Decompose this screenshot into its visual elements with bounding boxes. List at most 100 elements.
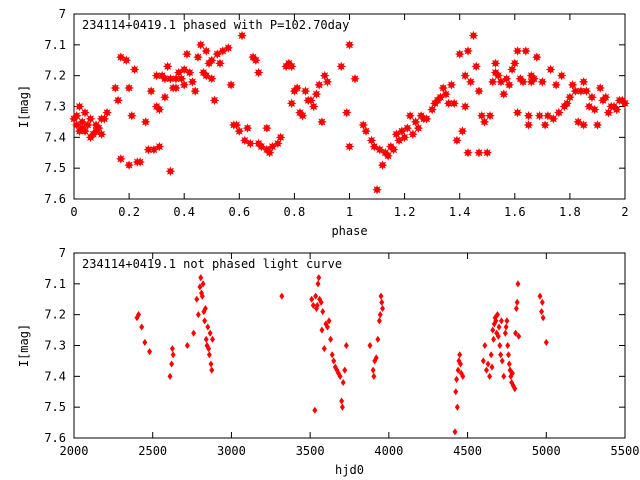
x-tick-label: 0.4 [173,205,195,219]
data-point [375,335,381,343]
data-point [140,117,151,127]
data-point [165,166,176,177]
data-point [331,357,337,365]
data-point [491,335,497,343]
data-point [341,107,352,118]
x-tick-label: 1.8 [559,205,581,219]
data-point [187,77,198,87]
data-point [195,40,206,50]
data-point [110,83,121,93]
data-point [513,304,519,313]
data-point [514,298,520,306]
data-point [372,184,382,195]
data-point [421,114,432,124]
data-point [539,308,545,316]
data-point [427,104,437,115]
phased-light-curve-panel: 0 0.2 0.4 0.6 0.8 1 1.2 1.4 1.6 1.8 2 7 7.1 7.2 7.3 7.4… [17,7,630,238]
y-tick-label: 7.3 [44,100,66,114]
data-point [179,80,189,90]
data-point [518,77,528,87]
data-point [286,98,297,109]
data-point [275,132,286,143]
data-point [489,363,495,371]
data-point [506,360,512,368]
data-point [578,77,589,87]
y-tick-label: 7.2 [44,308,66,322]
data-point [80,126,90,136]
unphased-light-curve-panel: 2000 2500 3000 3500 4000 4500 5000 5500 7 7.1 7.2 7… [17,246,639,477]
data-point [371,372,377,380]
data-point [264,147,275,158]
x-tick-label: 0.8 [284,205,306,219]
data-point [339,403,345,411]
data-point [322,77,333,87]
data-point [167,372,173,380]
x-axis-title: phase [331,224,367,238]
data-point [135,157,145,167]
data-point [453,388,459,396]
data-point [226,80,236,90]
data-point [485,110,495,121]
data-point [350,73,360,84]
data-point [194,295,200,303]
data-point [408,129,418,140]
data-point [96,129,107,140]
data-point [253,67,264,78]
data-point [206,351,212,359]
x-tick-label: 0.6 [228,205,250,219]
data-point [502,329,508,337]
data-point [595,83,605,93]
data-point [455,366,461,374]
data-point [361,126,371,136]
data-point [483,366,489,374]
data-point [256,141,267,152]
data-point [314,301,320,309]
x-tick-label: 4500 [453,444,482,458]
x-tick-label: 0.2 [118,205,140,219]
data-point [413,123,424,133]
data-point [460,70,470,81]
data-point [463,46,473,56]
data-point [482,341,488,350]
data-point [499,89,509,99]
data-point [479,117,490,127]
data-point [279,292,285,300]
data-point [202,304,208,313]
data-point [310,301,316,309]
data-point [143,144,154,155]
data-point [516,332,522,340]
data-point [501,372,507,380]
data-point [377,311,383,319]
data-point [454,375,460,383]
data-point [504,80,515,90]
data-point [124,160,134,170]
data-point [312,406,318,414]
data-point [326,317,332,325]
data-point [503,323,509,331]
data-point [99,114,110,124]
data-point [380,304,386,313]
y-tick-label: 7.3 [44,339,66,353]
y-tick-label: 7.6 [44,192,66,206]
panel-title: 234114+0419.1 not phased light curve [82,257,342,271]
x-tick-label: 1.4 [449,205,471,219]
data-point [460,372,466,380]
data-point [496,77,506,87]
data-point [556,70,567,81]
data-point [206,55,217,66]
data-point [202,317,208,325]
data-point [262,123,272,133]
data-point [209,95,220,106]
data-point [529,73,539,84]
data-point [471,61,481,72]
data-point [218,46,228,56]
data-point [581,86,592,96]
data-point [320,308,326,316]
data-point [300,86,311,96]
data-point [116,52,126,62]
data-point [184,341,190,350]
y-tick-label: 7.4 [44,130,66,144]
data-point [212,49,223,59]
data-point [129,64,140,75]
